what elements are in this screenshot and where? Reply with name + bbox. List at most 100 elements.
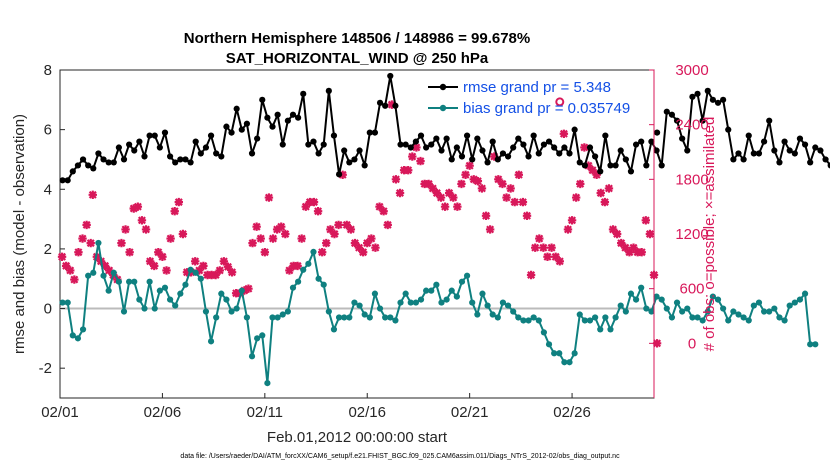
- obs-assimilated-marker: [625, 248, 634, 257]
- rmse-point: [254, 135, 261, 142]
- bias-point: [668, 314, 676, 321]
- bias-point: [474, 311, 481, 318]
- rmse-point: [187, 159, 194, 166]
- obs-assimilated-marker: [432, 188, 442, 198]
- rmse-point: [735, 150, 742, 157]
- rmse-point: [202, 144, 210, 151]
- rmse-point: [366, 129, 373, 136]
- obs-assimilated-marker: [379, 207, 388, 216]
- bias-point: [750, 302, 757, 309]
- obs-assimilated-marker: [285, 266, 294, 275]
- bias-point: [274, 314, 281, 321]
- x-axis: 02/01 02/06 02/11 02/16 02/21 02/26: [41, 393, 591, 421]
- rmse-point: [679, 135, 686, 142]
- bias-point: [320, 281, 327, 288]
- obs-assimilated-marker: [150, 261, 159, 271]
- rmse-point: [643, 162, 650, 169]
- rmse-point: [586, 144, 594, 151]
- bias-point: [243, 314, 251, 321]
- rmse-point: [233, 105, 240, 112]
- bias-point: [346, 314, 353, 321]
- bias-point: [592, 314, 599, 321]
- obs-assimilated-marker: [74, 248, 83, 257]
- obs-assimilated-marker: [588, 166, 597, 175]
- bias-point: [694, 314, 701, 321]
- bias-point: [796, 296, 804, 303]
- obs-assimilated-marker: [86, 238, 95, 248]
- rmse-point: [376, 99, 384, 106]
- obs-assimilated-marker: [313, 207, 323, 216]
- obs-assimilated-marker: [375, 202, 384, 211]
- rmse-point: [228, 129, 235, 136]
- obs-assimilated-marker: [637, 248, 646, 257]
- bias-point: [663, 305, 670, 312]
- bias-point: [612, 314, 619, 321]
- left-y-tick-label: 6: [44, 122, 52, 139]
- obs-assimilated-marker: [498, 179, 507, 189]
- rmse-point: [602, 132, 609, 139]
- bias-point: [540, 329, 548, 336]
- bias-point: [720, 305, 727, 312]
- bias-point: [223, 296, 230, 303]
- rmse-point: [69, 168, 76, 175]
- rmse-point: [182, 156, 189, 163]
- bias-point: [576, 311, 583, 318]
- obs-assimilated-marker: [346, 225, 356, 234]
- bias-point: [233, 305, 240, 312]
- bias-point: [90, 269, 97, 276]
- rmse-point: [402, 141, 409, 148]
- bias-point: [59, 299, 66, 306]
- obs-assimilated-marker: [78, 234, 87, 243]
- bias-point: [801, 290, 809, 297]
- bias-point: [351, 299, 358, 306]
- obs-assimilated-marker: [301, 202, 310, 211]
- bias-series: [59, 239, 819, 387]
- rmse-point: [310, 138, 317, 145]
- right-y-axis: 0 600 1200 1800 2400 3000: [649, 62, 709, 398]
- bias-point: [745, 317, 752, 324]
- bias-point: [279, 311, 286, 318]
- obs-assimilated-marker: [195, 266, 204, 275]
- rmse-point: [213, 150, 220, 157]
- obs-assimilated-marker: [133, 202, 143, 211]
- bias-point: [151, 305, 158, 312]
- rmse-point: [264, 114, 271, 121]
- bias-point: [412, 299, 419, 306]
- bias-point: [136, 296, 143, 303]
- obs-assimilated-marker: [125, 248, 134, 257]
- obs-assimilated-marker: [526, 270, 536, 280]
- obs-assimilated-marker: [178, 229, 188, 239]
- rmse-point: [463, 132, 471, 139]
- bias-point: [69, 332, 76, 339]
- bias-point: [504, 302, 512, 309]
- bias-point: [653, 293, 660, 300]
- bias-point: [689, 314, 696, 321]
- bias-point: [376, 305, 384, 312]
- bias-point: [607, 326, 614, 333]
- bias-point: [571, 350, 578, 357]
- rmse-point: [801, 141, 809, 148]
- obs-assimilated-marker: [309, 197, 319, 207]
- obs-assimilated-marker: [145, 257, 155, 266]
- rmse-point: [612, 162, 619, 169]
- bias-point: [156, 287, 163, 294]
- legend-rmse-label: rmse grand pr = 5.348: [463, 79, 611, 96]
- rmse-point: [223, 123, 230, 130]
- bias-point: [371, 290, 379, 297]
- bias-point: [428, 287, 435, 294]
- bias-point: [300, 266, 307, 273]
- obs-assimilated-marker: [584, 161, 593, 170]
- bias-point: [85, 272, 92, 279]
- rmse-point: [151, 132, 158, 139]
- obs-assimilated-marker: [66, 266, 75, 275]
- rmse-point: [510, 144, 517, 151]
- obs-assimilated-marker: [272, 225, 282, 234]
- rmse-point: [428, 141, 435, 148]
- rmse-point: [448, 156, 455, 163]
- obs-assimilated-marker: [162, 266, 171, 275]
- rmse-point: [120, 156, 128, 163]
- bias-point: [545, 341, 553, 348]
- rmse-point: [115, 144, 122, 151]
- obs-assimilated-marker: [481, 211, 491, 220]
- rmse-point: [79, 156, 87, 163]
